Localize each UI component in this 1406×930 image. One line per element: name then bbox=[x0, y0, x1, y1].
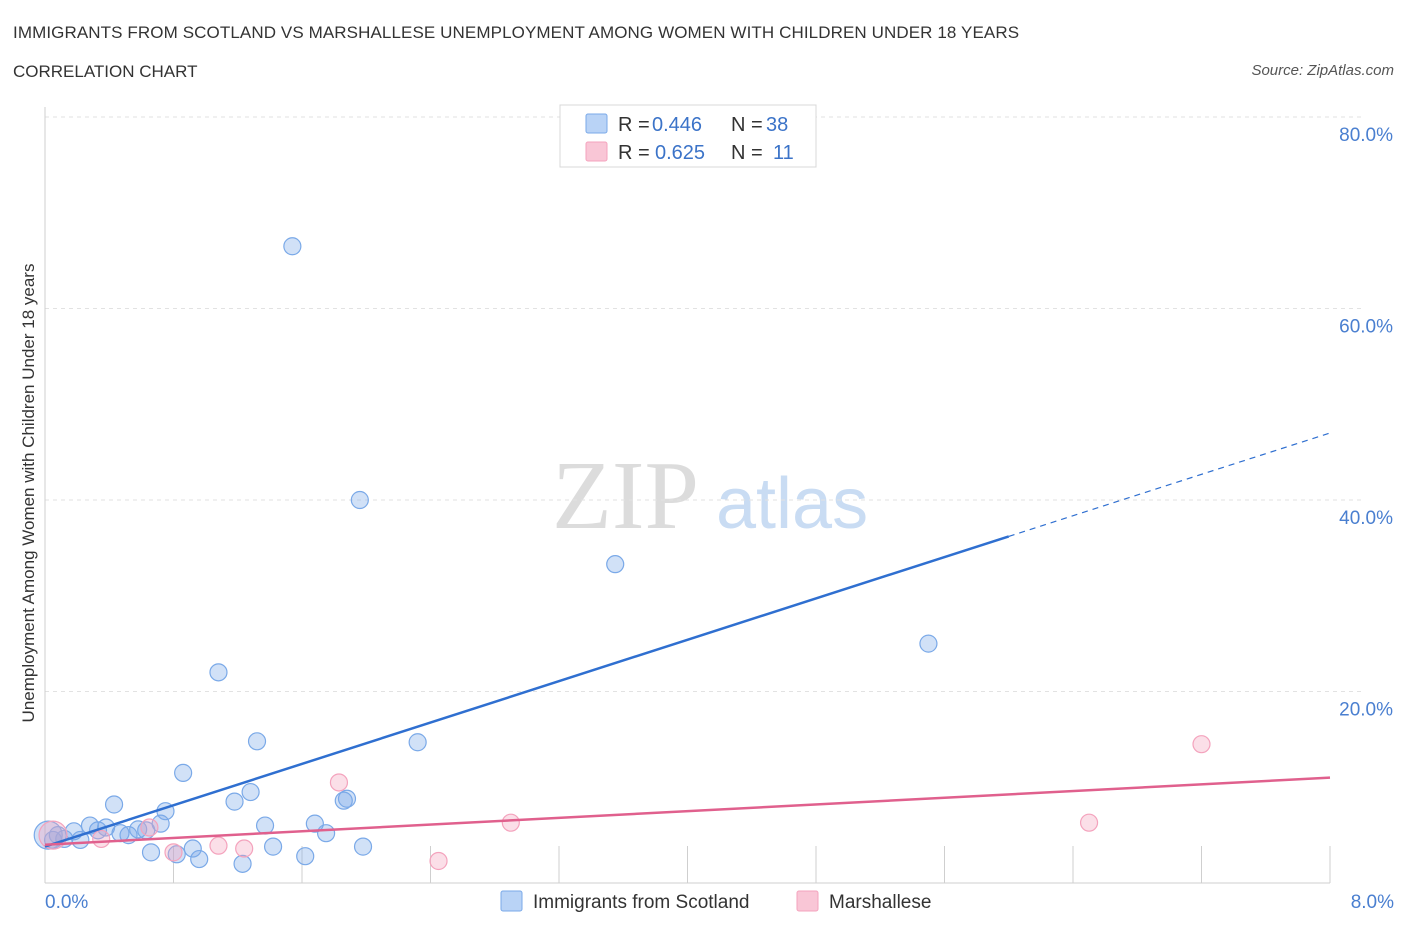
source-credit: Source: ZipAtlas.com bbox=[1251, 62, 1394, 79]
data-point bbox=[1192, 735, 1211, 754]
y-tick-labels: 20.0% 40.0% 60.0% 80.0% bbox=[1339, 125, 1393, 721]
legend-r-label-2: R = bbox=[618, 142, 650, 164]
data-point bbox=[104, 795, 124, 814]
data-point bbox=[283, 237, 302, 256]
data-point bbox=[296, 847, 315, 866]
x-tick-label: 8.0% bbox=[1351, 892, 1394, 913]
data-point bbox=[247, 732, 267, 751]
bottom-legend-swatch-marshallese bbox=[796, 890, 819, 912]
data-point bbox=[167, 845, 186, 864]
data-point bbox=[606, 555, 625, 574]
data-point bbox=[233, 854, 252, 873]
trend-line-marshallese bbox=[44, 776, 1331, 846]
y-axis-label: Unemployment Among Women with Children U… bbox=[19, 264, 38, 723]
data-point bbox=[174, 763, 193, 782]
data-point bbox=[255, 816, 275, 835]
data-point bbox=[316, 824, 336, 843]
data-point bbox=[329, 773, 349, 792]
watermark-zip: ZIP bbox=[552, 442, 699, 550]
stats-legend: R = 0.446 N = 38 R = 0.625 N = 11 bbox=[559, 104, 817, 168]
watermark-atlas: atlas bbox=[716, 464, 868, 544]
legend-n-label-1: N = bbox=[731, 114, 763, 136]
legend-n-value-1: 38 bbox=[766, 114, 788, 136]
series-legend: Immigrants from Scotland Marshallese bbox=[500, 890, 931, 913]
data-point bbox=[241, 782, 260, 802]
data-point bbox=[225, 792, 244, 811]
legend-swatch-marshallese bbox=[585, 141, 608, 162]
chart-subtitle: CORRELATION CHART bbox=[13, 62, 198, 81]
legend-swatch-scotland bbox=[585, 113, 608, 134]
chart-title: IMMIGRANTS FROM SCOTLAND VS MARSHALLESE … bbox=[13, 23, 1020, 42]
trend-extension-scotland bbox=[1008, 432, 1331, 537]
data-point bbox=[350, 490, 369, 510]
trend-line-scotland bbox=[44, 535, 1010, 848]
data-point bbox=[1079, 813, 1099, 832]
data-point bbox=[334, 791, 353, 810]
data-point bbox=[429, 851, 448, 871]
data-point bbox=[235, 839, 254, 858]
y-tick-label: 20.0% bbox=[1339, 700, 1393, 721]
series-marshallese-points bbox=[38, 735, 1211, 871]
bottom-legend-label-scotland: Immigrants from Scotland bbox=[533, 892, 749, 913]
series-scotland-points bbox=[33, 237, 938, 873]
legend-r-label-1: R = bbox=[618, 114, 650, 136]
grid-lines bbox=[45, 116, 1365, 692]
legend-r-value-1: 0.446 bbox=[652, 114, 702, 136]
y-tick-label: 60.0% bbox=[1339, 317, 1393, 338]
y-tick-label: 40.0% bbox=[1339, 508, 1393, 529]
data-point bbox=[190, 849, 209, 869]
data-point bbox=[209, 836, 228, 855]
data-point bbox=[164, 843, 183, 862]
legend-n-value-2: 11 bbox=[773, 142, 794, 164]
y-tick-label: 80.0% bbox=[1339, 125, 1393, 146]
x-tick-label: 0.0% bbox=[45, 892, 88, 913]
legend-n-label-2: N = bbox=[731, 142, 763, 164]
x-ticks: 0.0% 8.0% bbox=[45, 846, 1394, 913]
legend-r-value-2: 0.625 bbox=[655, 142, 705, 164]
data-point bbox=[263, 837, 283, 856]
data-point bbox=[209, 663, 228, 682]
data-point bbox=[183, 839, 202, 858]
trend-lines bbox=[44, 432, 1331, 848]
data-point bbox=[337, 789, 357, 808]
bottom-legend-swatch-scotland bbox=[500, 890, 523, 912]
bottom-legend-label-marshallese: Marshallese bbox=[829, 892, 931, 913]
data-point bbox=[408, 733, 427, 752]
data-point bbox=[141, 843, 161, 862]
data-point bbox=[92, 829, 111, 849]
data-point bbox=[140, 818, 159, 837]
data-point bbox=[501, 813, 520, 832]
data-point bbox=[919, 634, 938, 653]
data-point bbox=[353, 837, 373, 856]
